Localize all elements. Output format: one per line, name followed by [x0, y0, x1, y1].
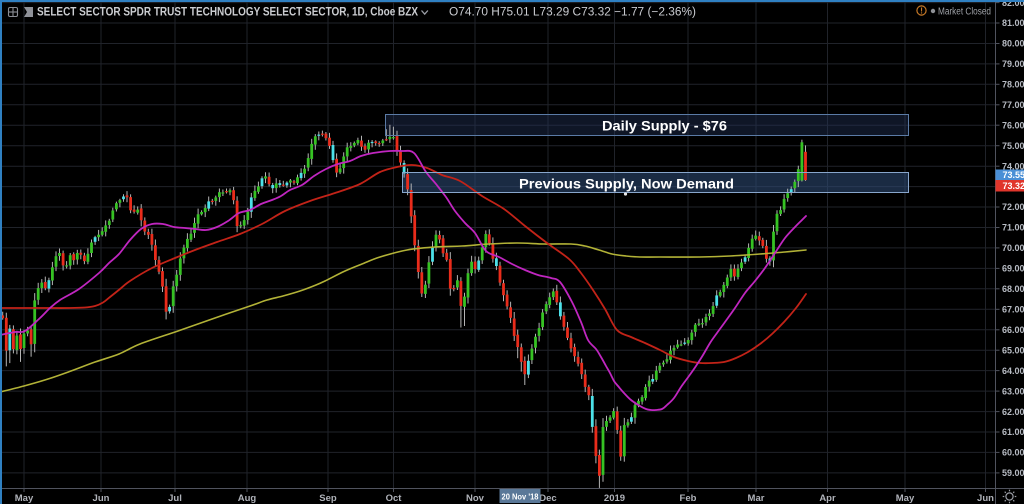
svg-text:Jul: Jul [168, 493, 182, 504]
svg-text:Feb: Feb [680, 493, 697, 504]
svg-text:SELECT SECTOR SPDR TRUST TECHN: SELECT SECTOR SPDR TRUST TECHNOLOGY SELE… [37, 7, 418, 19]
svg-text:Daily Supply - $76: Daily Supply - $76 [602, 118, 727, 134]
svg-text:82.00: 82.00 [1002, 0, 1024, 8]
svg-text:81.00: 81.00 [1002, 18, 1024, 28]
svg-text:Jun: Jun [93, 493, 110, 504]
svg-text:Oct: Oct [386, 493, 403, 504]
svg-text:65.00: 65.00 [1002, 345, 1024, 355]
svg-text:74.00: 74.00 [1002, 161, 1024, 171]
svg-text:76.00: 76.00 [1002, 120, 1024, 130]
svg-text:80.00: 80.00 [1002, 39, 1024, 49]
svg-text:Mar: Mar [748, 493, 765, 504]
svg-text:62.00: 62.00 [1002, 407, 1024, 417]
svg-text:Sep: Sep [319, 493, 337, 504]
svg-text:2019: 2019 [604, 493, 625, 504]
svg-text:78.00: 78.00 [1002, 80, 1024, 90]
svg-text:64.00: 64.00 [1002, 366, 1024, 376]
svg-text:75.00: 75.00 [1002, 141, 1024, 151]
svg-text:May: May [15, 493, 34, 504]
svg-text:73.32: 73.32 [1003, 181, 1024, 191]
svg-text:Dec: Dec [539, 493, 556, 504]
svg-text:Market Closed: Market Closed [938, 6, 991, 17]
svg-text:O74.70 H75.01 L73.29 C73.32: O74.70 H75.01 L73.29 C73.32 −1.77 (−2.36… [449, 7, 696, 19]
svg-text:60.00: 60.00 [1002, 448, 1024, 458]
svg-text:Apr: Apr [819, 493, 836, 504]
svg-text:67.00: 67.00 [1002, 305, 1024, 315]
svg-text:79.00: 79.00 [1002, 59, 1024, 69]
svg-text:May: May [896, 493, 915, 504]
svg-text:68.00: 68.00 [1002, 284, 1024, 294]
svg-text:66.00: 66.00 [1002, 325, 1024, 335]
svg-text:Jun: Jun [977, 493, 994, 504]
svg-text:Aug: Aug [238, 493, 257, 504]
svg-text:70.00: 70.00 [1002, 243, 1024, 253]
svg-text:!: ! [920, 6, 923, 16]
svg-text:71.00: 71.00 [1002, 223, 1024, 233]
svg-text:77.00: 77.00 [1002, 100, 1024, 110]
svg-text:Previous Supply, Now Demand: Previous Supply, Now Demand [519, 176, 734, 192]
svg-text:59.00: 59.00 [1002, 468, 1024, 478]
svg-text:61.00: 61.00 [1002, 427, 1024, 437]
svg-text:20 Nov '18: 20 Nov '18 [502, 492, 539, 502]
svg-text:63.00: 63.00 [1002, 386, 1024, 396]
svg-text:69.00: 69.00 [1002, 264, 1024, 274]
svg-text:73.55: 73.55 [1003, 170, 1024, 180]
svg-text:Nov: Nov [466, 493, 485, 504]
svg-text:72.00: 72.00 [1002, 202, 1024, 212]
